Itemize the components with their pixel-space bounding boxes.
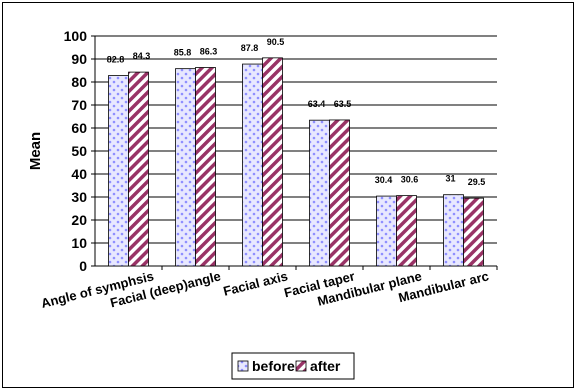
- y-tick-label: 20: [71, 212, 87, 228]
- bar-after: [128, 71, 149, 267]
- bar-before: [376, 195, 397, 267]
- bar-after: [396, 195, 417, 267]
- data-label: 87.8: [241, 43, 259, 53]
- bar-before: [309, 119, 330, 267]
- bar-before: [108, 75, 129, 267]
- data-label: 85.8: [174, 48, 192, 58]
- bar-before: [175, 68, 196, 267]
- data-label: 82.8: [107, 55, 125, 65]
- data-label: 31: [445, 174, 455, 184]
- bar-after: [195, 67, 216, 267]
- legend-box: [231, 352, 355, 380]
- y-tick-label: 80: [71, 74, 87, 90]
- y-tick-label: 30: [71, 189, 87, 205]
- y-tick-label: 100: [64, 28, 88, 44]
- bar-after: [329, 119, 350, 267]
- chart-frame: [2, 2, 574, 388]
- y-axis-label: Mean: [27, 132, 44, 170]
- y-tick-label: 50: [71, 143, 87, 159]
- data-label: 63.5: [334, 99, 352, 109]
- data-label: 30.6: [401, 175, 419, 185]
- data-label: 90.5: [267, 37, 285, 47]
- data-label: 29.5: [468, 177, 486, 187]
- legend-label: before: [252, 358, 295, 374]
- data-label: 30.4: [375, 175, 393, 185]
- y-tick-label: 10: [71, 235, 87, 251]
- legend-swatch-after: [295, 360, 307, 372]
- y-tick-label: 90: [71, 51, 87, 67]
- y-tick-label: 0: [79, 258, 87, 274]
- legend-swatch-before: [237, 360, 249, 372]
- bar-after: [262, 57, 283, 267]
- category-label: Facial axis: [222, 268, 289, 298]
- bar-after: [463, 197, 484, 267]
- y-tick-label: 40: [71, 166, 87, 182]
- data-label: 86.3: [200, 47, 218, 57]
- y-tick-label: 60: [71, 120, 87, 136]
- legend-label: after: [310, 358, 341, 374]
- bar-before: [242, 63, 263, 267]
- data-label: 84.3: [133, 51, 151, 61]
- data-label: 63.4: [308, 99, 326, 109]
- bar-before: [443, 194, 464, 267]
- y-tick-label: 70: [71, 97, 87, 113]
